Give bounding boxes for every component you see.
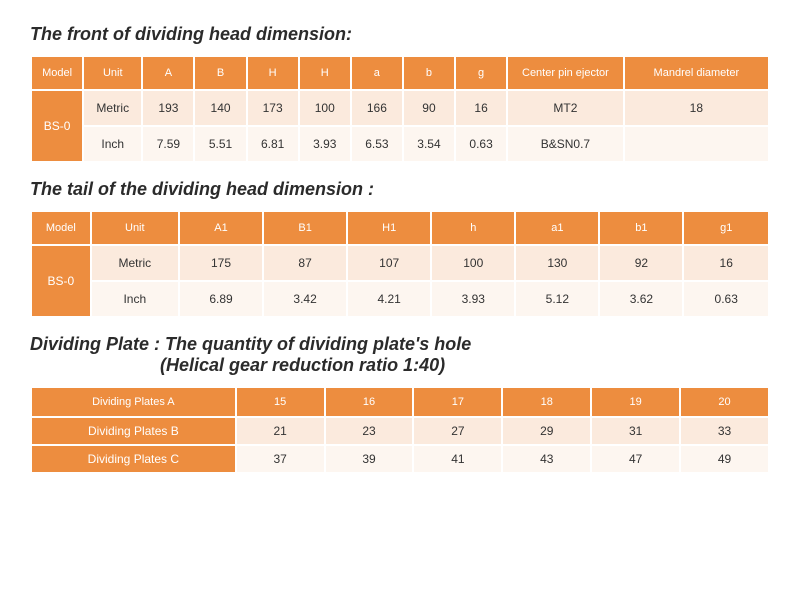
cell: 140 — [195, 91, 245, 125]
cell: 49 — [681, 446, 768, 472]
col-header: a — [352, 57, 402, 89]
section2-title: The tail of the dividing head dimension … — [30, 179, 770, 200]
cell: 6.53 — [352, 127, 402, 161]
col-header: Center pin ejector — [508, 57, 623, 89]
col-header: A — [143, 57, 193, 89]
cell: 47 — [592, 446, 679, 472]
cell: 193 — [143, 91, 193, 125]
cell: 100 — [432, 246, 514, 280]
unit-cell: Inch — [84, 127, 141, 161]
cell: MT2 — [508, 91, 623, 125]
cell: 5.12 — [516, 282, 598, 316]
col-header: g — [456, 57, 506, 89]
cell: 100 — [300, 91, 350, 125]
cell: 29 — [503, 418, 590, 444]
col-header: 16 — [326, 388, 413, 416]
cell: 37 — [237, 446, 324, 472]
cell: 0.63 — [684, 282, 768, 316]
cell: 0.63 — [456, 127, 506, 161]
col-header: 17 — [414, 388, 501, 416]
cell: 27 — [414, 418, 501, 444]
cell: 3.93 — [300, 127, 350, 161]
unit-cell: Inch — [92, 282, 178, 316]
col-header: Model — [32, 57, 82, 89]
model-cell: BS-0 — [32, 91, 82, 161]
cell: 5.51 — [195, 127, 245, 161]
cell: 21 — [237, 418, 324, 444]
col-header: Mandrel diameter — [625, 57, 768, 89]
cell: 4.21 — [348, 282, 430, 316]
unit-cell: Metric — [92, 246, 178, 280]
section3-title: Dividing Plate : The quantity of dividin… — [30, 334, 770, 376]
cell: 175 — [180, 246, 262, 280]
cell: 92 — [600, 246, 682, 280]
col-header: 19 — [592, 388, 679, 416]
cell: 23 — [326, 418, 413, 444]
cell: 39 — [326, 446, 413, 472]
cell: 130 — [516, 246, 598, 280]
model-cell: BS-0 — [32, 246, 90, 316]
cell: 6.81 — [248, 127, 298, 161]
col-header: B1 — [264, 212, 346, 244]
col-header: b1 — [600, 212, 682, 244]
table-tail-dimension: Model Unit A1 B1 H1 h a1 b1 g1 BS-0 Metr… — [30, 210, 770, 318]
col-header: a1 — [516, 212, 598, 244]
cell: 3.93 — [432, 282, 514, 316]
col-header: Unit — [84, 57, 141, 89]
table-header-row: Model Unit A B H H a b g Center pin ejec… — [32, 57, 768, 89]
table-front-dimension: Model Unit A B H H a b g Center pin ejec… — [30, 55, 770, 163]
cell: 31 — [592, 418, 679, 444]
col-header: H — [300, 57, 350, 89]
section3-title-line2: (Helical gear reduction ratio 1:40) — [160, 355, 770, 376]
col-header: Dividing Plates A — [32, 388, 235, 416]
cell: 43 — [503, 446, 590, 472]
col-header: 15 — [237, 388, 324, 416]
table-row: Inch 7.59 5.51 6.81 3.93 6.53 3.54 0.63 … — [32, 127, 768, 161]
cell: 16 — [456, 91, 506, 125]
cell — [625, 127, 768, 161]
cell: 7.59 — [143, 127, 193, 161]
cell: 87 — [264, 246, 346, 280]
cell: 16 — [684, 246, 768, 280]
col-header: B — [195, 57, 245, 89]
row-label: Dividing Plates C — [32, 446, 235, 472]
col-header: Unit — [92, 212, 178, 244]
cell: 3.62 — [600, 282, 682, 316]
table-row: BS-0 Metric 175 87 107 100 130 92 16 — [32, 246, 768, 280]
table-header-row: Model Unit A1 B1 H1 h a1 b1 g1 — [32, 212, 768, 244]
cell: 3.42 — [264, 282, 346, 316]
col-header: b — [404, 57, 454, 89]
cell: 107 — [348, 246, 430, 280]
cell: 90 — [404, 91, 454, 125]
table-row: Dividing Plates B 21 23 27 29 31 33 — [32, 418, 768, 444]
unit-cell: Metric — [84, 91, 141, 125]
cell: 6.89 — [180, 282, 262, 316]
table-row: Inch 6.89 3.42 4.21 3.93 5.12 3.62 0.63 — [32, 282, 768, 316]
cell: B&SN0.7 — [508, 127, 623, 161]
cell: 41 — [414, 446, 501, 472]
col-header: Model — [32, 212, 90, 244]
col-header: g1 — [684, 212, 768, 244]
table-header-row: Dividing Plates A 15 16 17 18 19 20 — [32, 388, 768, 416]
cell: 173 — [248, 91, 298, 125]
col-header: A1 — [180, 212, 262, 244]
cell: 3.54 — [404, 127, 454, 161]
col-header: H — [248, 57, 298, 89]
section1-title: The front of dividing head dimension: — [30, 24, 770, 45]
col-header: H1 — [348, 212, 430, 244]
cell: 33 — [681, 418, 768, 444]
table-dividing-plates: Dividing Plates A 15 16 17 18 19 20 Divi… — [30, 386, 770, 474]
table-row: BS-0 Metric 193 140 173 100 166 90 16 MT… — [32, 91, 768, 125]
col-header: 18 — [503, 388, 590, 416]
section3-title-line1: Dividing Plate : The quantity of dividin… — [30, 334, 471, 354]
row-label: Dividing Plates B — [32, 418, 235, 444]
col-header: 20 — [681, 388, 768, 416]
cell: 166 — [352, 91, 402, 125]
col-header: h — [432, 212, 514, 244]
cell: 18 — [625, 91, 768, 125]
table-row: Dividing Plates C 37 39 41 43 47 49 — [32, 446, 768, 472]
